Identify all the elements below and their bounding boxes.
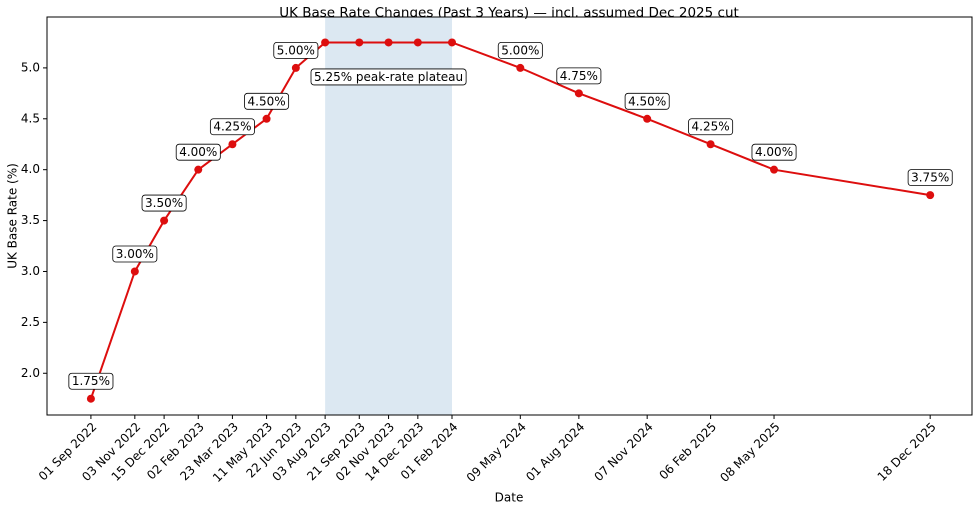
y-tick-label: 2.0 (21, 366, 40, 380)
span-annotation-box (310, 68, 467, 86)
data-point (384, 38, 393, 47)
value-label-text: 3.75% (911, 171, 949, 185)
x-tick-label: 06 Feb 2025 (656, 420, 719, 483)
x-tick-label: 08 May 2025 (717, 420, 782, 485)
data-point (291, 63, 300, 72)
y-tick-label: 4.5 (21, 111, 40, 125)
data-point (447, 38, 456, 47)
value-label-text: 4.50% (248, 94, 286, 108)
data-point (643, 114, 652, 123)
data-point (160, 216, 169, 225)
plot-frame (46, 16, 973, 416)
value-label: 4.25% (209, 118, 255, 136)
value-label-text: 4.25% (213, 120, 251, 134)
data-point (926, 191, 935, 200)
value-label-box (497, 41, 543, 59)
x-tick-label: 01 Aug 2024 (523, 420, 587, 484)
value-label-box (907, 169, 953, 187)
value-label-box (556, 67, 602, 85)
y-axis-label: UK Base Rate (%) (6, 163, 20, 269)
value-label-box (141, 194, 187, 212)
data-point (516, 63, 525, 72)
data-point (262, 114, 271, 123)
value-label: 3.00% (112, 245, 158, 263)
value-label: 4.00% (751, 143, 797, 161)
value-label-text: 4.25% (692, 120, 730, 134)
x-tick-label: 07 Nov 2024 (592, 420, 656, 484)
data-point (86, 394, 95, 403)
value-label-box (688, 118, 734, 136)
value-label-box (68, 372, 114, 390)
span-annotation: 5.25% peak-rate plateau (310, 68, 467, 86)
x-axis-label: Date (495, 491, 524, 505)
data-point (355, 38, 364, 47)
value-label: 5.00% (273, 41, 319, 59)
value-label: 5.00% (497, 41, 543, 59)
value-label-text: 5.00% (277, 43, 315, 57)
x-tick-label: 18 Dec 2025 (875, 420, 939, 484)
y-tick-label: 3.0 (21, 264, 40, 278)
value-label: 4.25% (688, 118, 734, 136)
value-label-box (273, 41, 319, 59)
data-point (130, 267, 139, 276)
data-point (228, 140, 237, 149)
value-label-text: 4.50% (628, 94, 666, 108)
y-tick-label: 5.0 (21, 60, 40, 74)
data-point (770, 165, 779, 174)
data-line (89, 41, 931, 400)
y-tick-label: 4.0 (21, 162, 40, 176)
value-label: 1.75% (68, 372, 114, 390)
value-label-text: 4.75% (560, 69, 598, 83)
value-label-text: 3.50% (145, 196, 183, 210)
value-label: 3.50% (141, 194, 187, 212)
value-label-box (624, 92, 670, 110)
value-label-text: 5.00% (501, 43, 539, 57)
value-label: 3.75% (907, 169, 953, 187)
value-label-box (175, 143, 221, 161)
data-point (413, 38, 422, 47)
data-point (194, 165, 203, 174)
value-label-text: 4.00% (179, 145, 217, 159)
value-label: 4.00% (175, 143, 221, 161)
value-label-box (244, 92, 290, 110)
data-point (706, 140, 715, 149)
span-annotation-text: 5.25% peak-rate plateau (314, 70, 463, 84)
x-tick-label: 09 May 2024 (464, 420, 529, 485)
y-tick-label: 2.5 (21, 315, 40, 329)
value-label: 4.75% (556, 67, 602, 85)
value-label-box (209, 118, 255, 136)
data-point (321, 38, 330, 47)
value-label-text: 4.00% (755, 145, 793, 159)
y-tick-label: 3.5 (21, 213, 40, 227)
value-label: 4.50% (244, 92, 290, 110)
value-label-box (112, 245, 158, 263)
value-label: 4.50% (624, 92, 670, 110)
data-point (574, 89, 583, 98)
value-label-text: 3.00% (116, 247, 154, 261)
value-label-text: 1.75% (72, 374, 110, 388)
value-label-box (751, 143, 797, 161)
